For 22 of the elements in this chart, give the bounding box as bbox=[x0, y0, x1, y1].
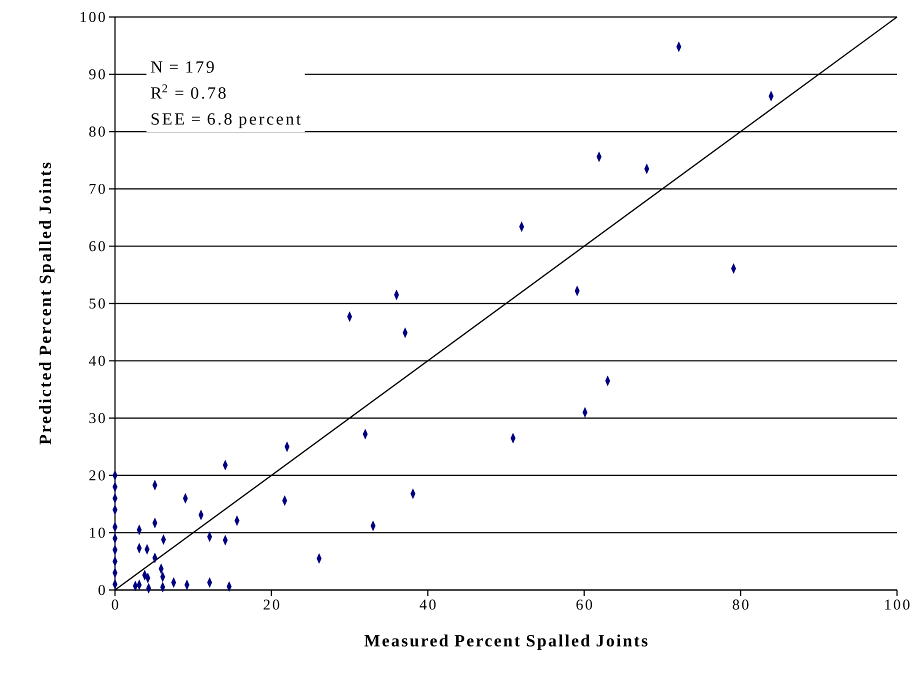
annotation: SEE = 6.8 percent bbox=[152, 113, 301, 128]
x-tick-label: 100 bbox=[885, 600, 910, 610]
y-tick-label: 40 bbox=[88, 356, 105, 366]
y-tick-label: 30 bbox=[89, 413, 105, 424]
x-tick-label: 40 bbox=[420, 600, 436, 610]
x-tick-label: 80 bbox=[732, 600, 748, 610]
y-tick-label: 60 bbox=[89, 241, 105, 252]
y-tick-label: 20 bbox=[89, 470, 105, 480]
y-tick-label: 70 bbox=[90, 184, 105, 194]
y-tick-label: 80 bbox=[89, 126, 105, 137]
y-tick-label: 50 bbox=[90, 298, 105, 309]
x-tick-label: 60 bbox=[576, 600, 592, 610]
y-tick-label: 10 bbox=[90, 528, 105, 538]
annotation: R$^{2}$ = 0.78 bbox=[150, 84, 226, 99]
x-axis-title: Measured Percent Spalled Joints bbox=[364, 634, 648, 650]
y-tick-label: 0 bbox=[98, 584, 105, 596]
y-tick-label: 100 bbox=[80, 12, 105, 22]
x-tick-label: 0 bbox=[112, 600, 118, 610]
annotation: N = 179 bbox=[150, 61, 214, 73]
x-tick-label: 20 bbox=[264, 600, 280, 610]
y-axis-title: Predicted Percent Spalled Joints bbox=[39, 162, 55, 444]
y-tick-label: 90 bbox=[89, 69, 105, 80]
